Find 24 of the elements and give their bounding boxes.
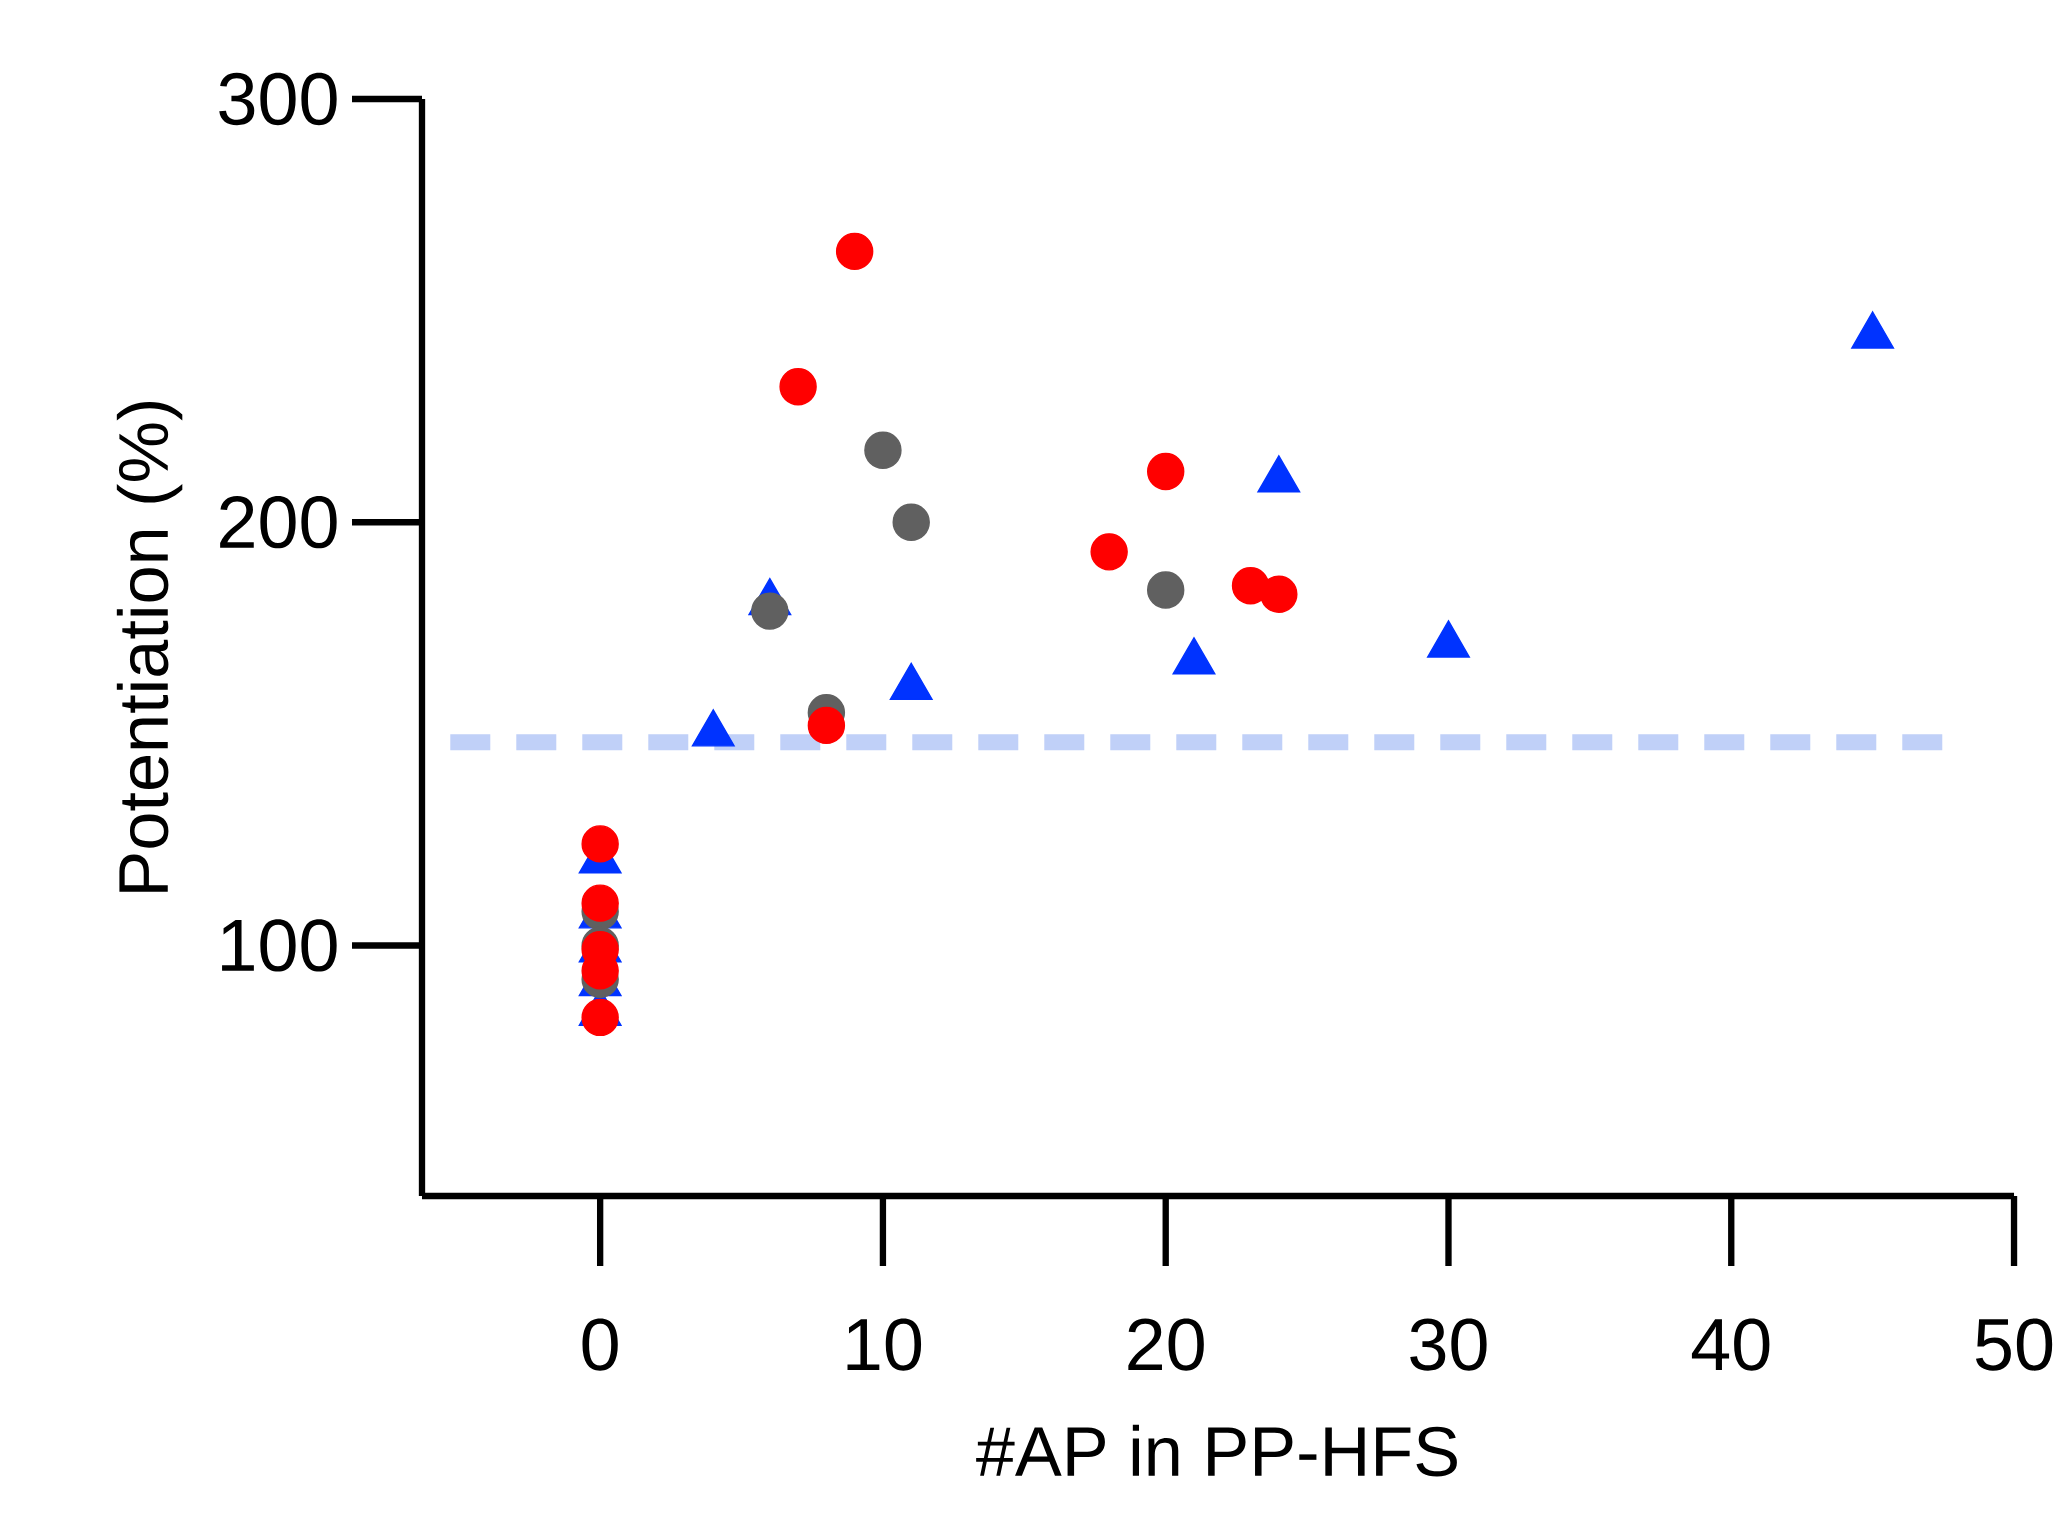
point — [779, 368, 817, 406]
point — [892, 503, 930, 541]
point — [1090, 533, 1128, 571]
point — [807, 706, 846, 745]
point — [1146, 452, 1185, 491]
x-tick-label: 40 — [1691, 1318, 1770, 1371]
x-tick-label: 10 — [847, 1318, 922, 1371]
x-tick-label: 30 — [1410, 1318, 1487, 1371]
point — [581, 884, 619, 922]
y-tick-label: 100 — [222, 919, 337, 972]
point — [581, 998, 619, 1037]
y-tick-label: 200 — [220, 496, 337, 549]
point — [835, 232, 874, 271]
point — [1146, 571, 1185, 609]
point — [864, 431, 902, 469]
x-tick-label: 20 — [1128, 1318, 1204, 1371]
x-tick-label: 50 — [1975, 1318, 2053, 1371]
point — [751, 592, 789, 630]
y-axis-title: Potentiation (%) — [116, 401, 183, 892]
point — [1260, 575, 1298, 613]
point — [581, 825, 619, 863]
y-tick-label: 300 — [219, 72, 337, 126]
x-tick-label: 0 — [582, 1318, 618, 1371]
x-axis-title: #AP in PP-HFS — [976, 1424, 1457, 1477]
